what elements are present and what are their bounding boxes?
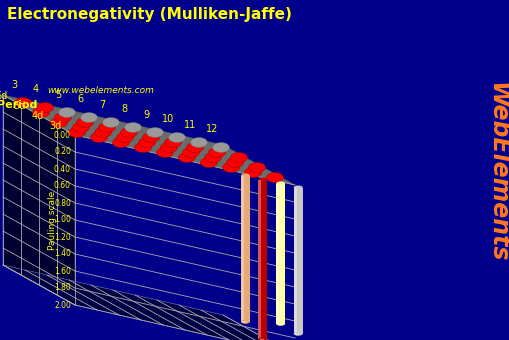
Ellipse shape (146, 128, 163, 137)
Ellipse shape (182, 148, 199, 157)
Ellipse shape (68, 128, 86, 137)
Ellipse shape (112, 137, 129, 148)
Ellipse shape (80, 113, 97, 122)
Ellipse shape (293, 332, 302, 336)
Ellipse shape (37, 102, 53, 113)
Ellipse shape (160, 142, 177, 153)
Text: Period: Period (0, 100, 37, 110)
Ellipse shape (293, 186, 302, 189)
Ellipse shape (142, 133, 159, 142)
Ellipse shape (204, 153, 221, 163)
Text: 1.40: 1.40 (54, 250, 71, 258)
Ellipse shape (102, 118, 119, 128)
Ellipse shape (226, 157, 243, 168)
Text: 12: 12 (206, 124, 218, 135)
Ellipse shape (94, 128, 111, 137)
Ellipse shape (186, 142, 203, 153)
Polygon shape (3, 95, 294, 185)
Text: 0.20: 0.20 (54, 148, 71, 156)
Polygon shape (3, 95, 75, 305)
Ellipse shape (76, 118, 93, 128)
Ellipse shape (242, 321, 246, 323)
Ellipse shape (275, 322, 285, 326)
Ellipse shape (54, 113, 71, 122)
Ellipse shape (230, 153, 247, 163)
Text: 0.60: 0.60 (54, 182, 71, 190)
Ellipse shape (156, 148, 173, 157)
Text: 6d: 6d (0, 91, 8, 101)
Ellipse shape (222, 163, 239, 172)
Ellipse shape (164, 137, 181, 148)
Text: 5d: 5d (14, 101, 26, 111)
Text: 4d: 4d (32, 111, 44, 121)
Ellipse shape (258, 177, 267, 182)
Text: 10: 10 (161, 115, 174, 124)
Text: 0.80: 0.80 (54, 199, 71, 207)
Ellipse shape (72, 122, 89, 133)
Ellipse shape (277, 323, 281, 325)
Ellipse shape (168, 133, 185, 142)
Text: Pauling scale: Pauling scale (48, 190, 58, 250)
Text: 3: 3 (11, 80, 17, 89)
Ellipse shape (200, 157, 217, 168)
Ellipse shape (124, 122, 141, 133)
Ellipse shape (190, 137, 207, 148)
Polygon shape (258, 180, 267, 339)
Ellipse shape (266, 172, 283, 183)
Ellipse shape (208, 148, 225, 157)
Ellipse shape (33, 107, 49, 118)
Text: 1.20: 1.20 (54, 233, 71, 241)
Ellipse shape (258, 337, 267, 340)
Polygon shape (293, 187, 296, 334)
Polygon shape (240, 175, 243, 322)
Ellipse shape (248, 163, 265, 172)
Text: 5: 5 (55, 89, 61, 100)
Text: 9: 9 (143, 109, 149, 119)
Ellipse shape (240, 320, 249, 324)
Text: 8: 8 (121, 104, 127, 115)
Ellipse shape (294, 333, 299, 335)
Text: 0.40: 0.40 (54, 165, 71, 173)
Ellipse shape (50, 118, 67, 128)
Ellipse shape (178, 153, 195, 163)
Polygon shape (293, 187, 302, 334)
Polygon shape (240, 175, 249, 322)
Ellipse shape (212, 142, 229, 153)
Text: 11: 11 (184, 119, 196, 130)
Text: WebElements: WebElements (484, 82, 508, 262)
Text: 1.00: 1.00 (54, 216, 71, 224)
Ellipse shape (240, 173, 249, 177)
Text: 1.80: 1.80 (54, 284, 71, 292)
Text: 2.00: 2.00 (54, 301, 71, 309)
Text: 7: 7 (99, 100, 105, 109)
Polygon shape (275, 184, 278, 324)
Polygon shape (275, 184, 285, 324)
Ellipse shape (259, 339, 264, 340)
Ellipse shape (116, 133, 133, 142)
Ellipse shape (98, 122, 115, 133)
Ellipse shape (138, 137, 155, 148)
Text: 6: 6 (77, 95, 83, 104)
Polygon shape (3, 265, 294, 340)
Ellipse shape (275, 182, 285, 186)
Text: Electronegativity (Mulliken-Jaffe): Electronegativity (Mulliken-Jaffe) (7, 7, 291, 22)
Text: 1.60: 1.60 (54, 267, 71, 275)
Ellipse shape (90, 133, 107, 142)
Polygon shape (258, 180, 261, 339)
Ellipse shape (134, 142, 151, 153)
Ellipse shape (120, 128, 137, 137)
Ellipse shape (14, 98, 32, 107)
Ellipse shape (59, 107, 75, 118)
Text: www.webelements.com: www.webelements.com (47, 86, 154, 95)
Text: 3d: 3d (50, 121, 62, 131)
Text: 0.00: 0.00 (54, 131, 71, 139)
Ellipse shape (244, 168, 261, 177)
Text: 4: 4 (33, 85, 39, 95)
